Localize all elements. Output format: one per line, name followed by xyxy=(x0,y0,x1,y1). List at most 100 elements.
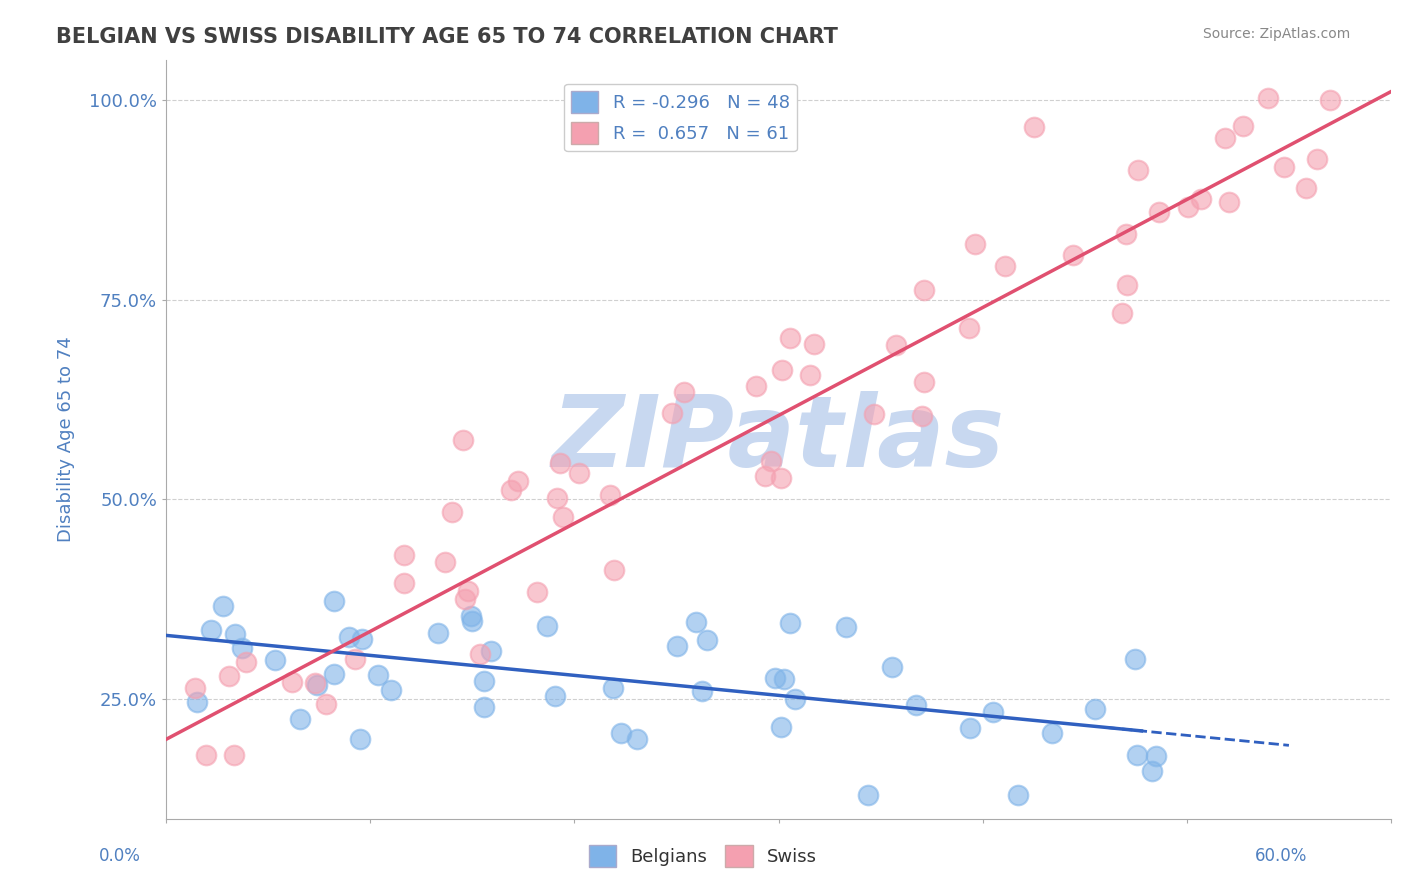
Point xyxy=(981,705,1004,719)
Point xyxy=(367,667,389,681)
Point xyxy=(315,698,337,712)
Point xyxy=(349,731,371,746)
Point xyxy=(323,667,346,681)
Text: ZIPatlas: ZIPatlas xyxy=(553,391,1005,488)
Text: Source: ZipAtlas.com: Source: ZipAtlas.com xyxy=(1202,27,1350,41)
Point xyxy=(307,678,329,692)
Point xyxy=(993,259,1015,273)
Point xyxy=(224,627,246,641)
Point xyxy=(440,505,463,519)
Point xyxy=(690,684,713,698)
Point xyxy=(1126,748,1149,763)
Point xyxy=(754,469,776,483)
Point xyxy=(468,647,491,661)
Text: BELGIAN VS SWISS DISABILITY AGE 65 TO 74 CORRELATION CHART: BELGIAN VS SWISS DISABILITY AGE 65 TO 74… xyxy=(56,27,838,46)
Point xyxy=(1319,93,1341,107)
Legend: R = -0.296   N = 48, R =  0.657   N = 61: R = -0.296 N = 48, R = 0.657 N = 61 xyxy=(564,84,797,152)
Point xyxy=(457,584,479,599)
Point xyxy=(426,625,449,640)
Point xyxy=(1115,227,1137,241)
Point xyxy=(231,641,253,656)
Point xyxy=(454,592,477,607)
Point xyxy=(235,655,257,669)
Point xyxy=(472,674,495,689)
Point xyxy=(323,594,346,608)
Point xyxy=(761,454,783,468)
Point xyxy=(479,644,502,658)
Point xyxy=(218,669,240,683)
Point xyxy=(568,467,591,481)
Point xyxy=(392,549,415,563)
Point xyxy=(1128,163,1150,178)
Point xyxy=(1306,153,1329,167)
Point xyxy=(912,283,935,297)
Point xyxy=(770,720,793,734)
Point xyxy=(1084,702,1107,716)
Point xyxy=(1022,120,1045,135)
Point xyxy=(536,619,558,633)
Point xyxy=(603,563,626,577)
Point xyxy=(344,652,367,666)
Point xyxy=(1213,131,1236,145)
Point xyxy=(803,337,825,351)
Point xyxy=(672,384,695,399)
Point xyxy=(380,682,402,697)
Point xyxy=(779,615,801,630)
Point xyxy=(1189,192,1212,206)
Point xyxy=(460,608,482,623)
Point xyxy=(1140,764,1163,778)
Point xyxy=(610,726,633,740)
Point xyxy=(599,488,621,502)
Point xyxy=(200,624,222,638)
Point xyxy=(863,407,886,421)
Point xyxy=(1146,749,1168,764)
Point xyxy=(212,599,235,613)
Point xyxy=(1115,278,1137,293)
Point xyxy=(499,483,522,498)
Point xyxy=(304,675,326,690)
Point xyxy=(772,672,794,686)
Text: 0.0%: 0.0% xyxy=(98,847,141,865)
Point xyxy=(685,615,707,630)
Legend: Belgians, Swiss: Belgians, Swiss xyxy=(582,838,824,874)
Point xyxy=(288,713,311,727)
Point xyxy=(856,789,879,803)
Point xyxy=(506,474,529,488)
Point xyxy=(763,671,786,685)
Point xyxy=(769,470,792,484)
Point xyxy=(548,456,571,470)
Text: 60.0%: 60.0% xyxy=(1256,847,1308,865)
Point xyxy=(770,363,793,377)
Point xyxy=(433,555,456,569)
Point xyxy=(783,691,806,706)
Point xyxy=(1062,247,1084,261)
Point xyxy=(779,331,801,345)
Point xyxy=(799,368,821,383)
Point xyxy=(884,338,907,352)
Point xyxy=(194,748,217,763)
Point xyxy=(546,491,568,506)
Point xyxy=(696,633,718,648)
Point xyxy=(957,321,980,335)
Point xyxy=(222,747,245,762)
Point xyxy=(880,660,903,674)
Point xyxy=(183,681,205,695)
Point xyxy=(1040,725,1063,739)
Point xyxy=(1272,161,1295,175)
Point xyxy=(1177,200,1199,214)
Point xyxy=(526,585,548,599)
Point xyxy=(1147,205,1170,219)
Point xyxy=(350,632,373,646)
Point xyxy=(1111,306,1133,320)
Point xyxy=(1123,652,1146,666)
Point xyxy=(1232,119,1254,133)
Point xyxy=(1218,195,1240,210)
Point xyxy=(665,640,688,654)
Point xyxy=(626,731,648,746)
Point xyxy=(451,433,474,447)
Point xyxy=(337,630,360,644)
Point xyxy=(912,375,935,389)
Point xyxy=(745,379,768,393)
Point xyxy=(963,236,986,251)
Y-axis label: Disability Age 65 to 74: Disability Age 65 to 74 xyxy=(58,336,75,542)
